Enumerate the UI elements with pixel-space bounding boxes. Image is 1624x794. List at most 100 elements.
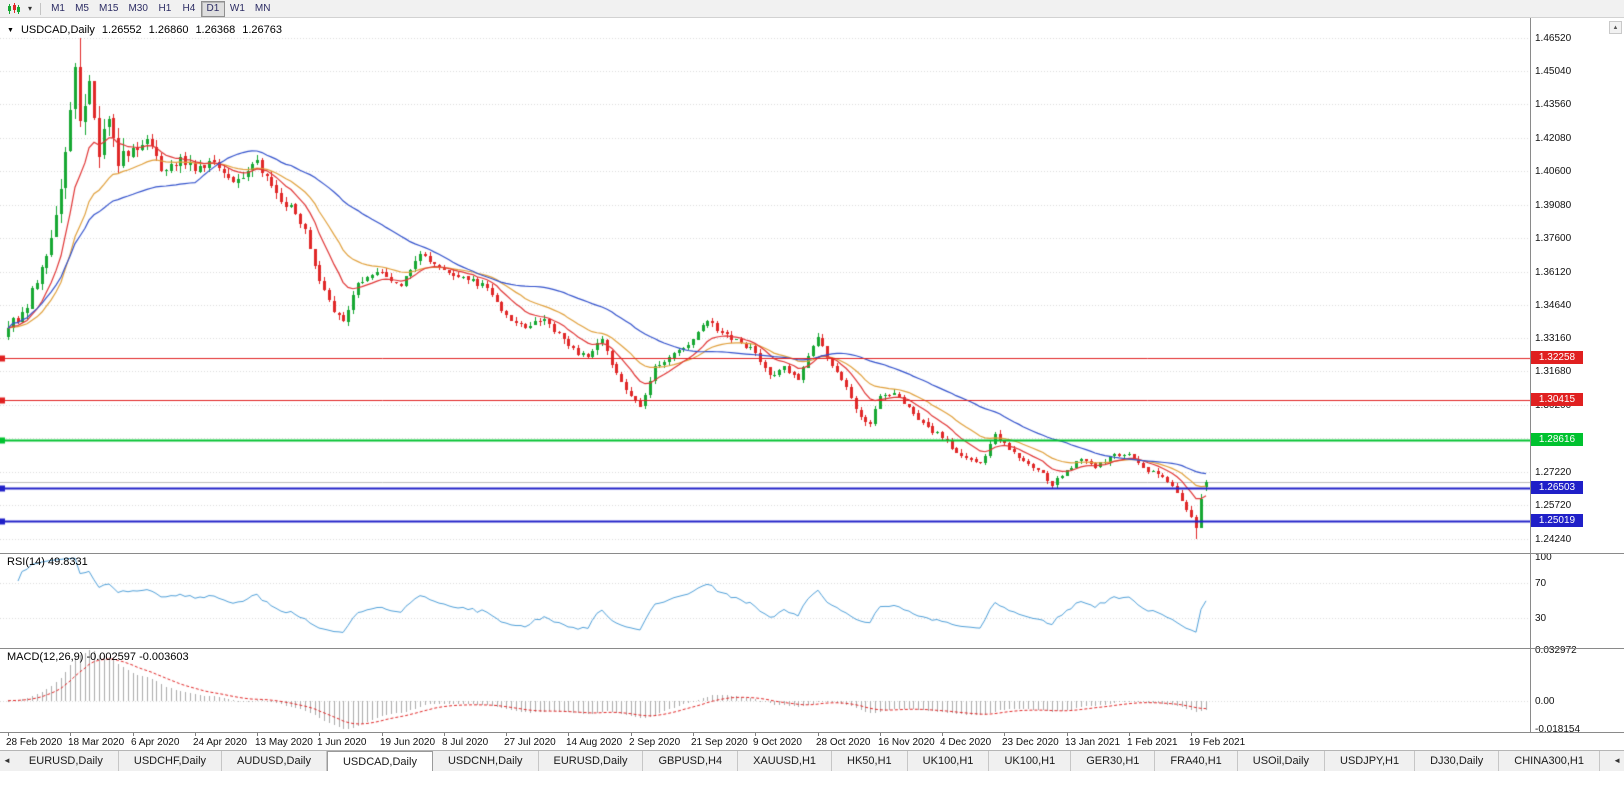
date-label: 27 Jul 2020 [504,737,556,748]
price-axis[interactable]: 1.46520 1.45040 1.43560 1.42080 1.40600 1.390… [1530,18,1624,735]
price-tick-label: 1.37600 [1535,233,1572,245]
timeframe-button-w1[interactable]: W1 [229,3,245,14]
price-tick-label: 1.27220 [1535,466,1572,478]
date-label: 9 Oct 2020 [753,737,802,748]
date-tick-mark [506,733,507,736]
price-tick-label: 1.40600 [1535,165,1572,177]
date-label: 21 Sep 2020 [691,737,748,748]
price-tick-label: 1.31680 [1535,366,1572,378]
chart-tab-eurusd-daily[interactable]: EURUSD,Daily [539,751,644,771]
date-label: 2 Sep 2020 [629,737,681,748]
date-tick-mark [319,733,320,736]
chart-tab-bar: ◄ EURUSD,Daily USDCHF,Daily AUDUSD,Daily US… [0,750,1624,771]
date-axis[interactable]: 28 Feb 2020 18 Mar 2020 6 Apr 2020 24 Apr 2… [0,732,1624,750]
rsi-level-label: 100 [1535,552,1552,563]
chart-tab-xauusd-h1[interactable]: XAUUSD,H1 [738,751,833,771]
chart-tab-audusd-daily[interactable]: AUDUSD,Daily [222,751,327,771]
macd-axis-label: 0.00 [1535,695,1555,707]
level-price-tag[interactable]: 1.28616 [1531,433,1583,447]
date-tick-mark [942,733,943,736]
candlestick-glyph [8,2,20,14]
timeframe-button-d1[interactable]: D1 [200,0,225,17]
ohlc-open-value: 1.26552 [101,24,142,36]
date-tick-mark [133,733,134,736]
chart-type-icon[interactable] [4,1,25,17]
date-label: 4 Dec 2020 [940,737,992,748]
level-price-tag[interactable]: 1.25019 [1531,514,1583,528]
date-label: 19 Feb 2021 [1189,737,1246,748]
chart-header: ▼ USDCAD,Daily 1.26552 1.26860 1.26368 1… [7,24,282,36]
pane-separator[interactable] [0,553,1624,554]
rsi-level-label: 30 [1535,612,1547,624]
date-label: 6 Apr 2020 [131,737,180,748]
date-label: 16 Nov 2020 [878,737,935,748]
chart-tab-china300-h1[interactable]: CHINA300,H1 [1499,751,1600,771]
up-arrow-icon: ▲ [1612,24,1619,31]
date-label: 24 Apr 2020 [193,737,247,748]
timeframe-button-mn[interactable]: MN [254,3,271,14]
timeframe-button-m5[interactable]: M5 [75,3,89,14]
tab-scroll-left-icon[interactable]: ◄ [3,756,11,765]
date-label: 14 Aug 2020 [566,737,623,748]
level-price-tag[interactable]: 1.26503 [1531,480,1583,494]
price-tick-label: 1.25720 [1535,500,1572,512]
price-tick-label: 1.36120 [1535,266,1572,278]
tab-scroll-right-icon[interactable]: ◄ [1610,751,1624,771]
timeframe-button-h4[interactable]: H4 [182,3,196,14]
timeframe-button-group: M1 M5 M15 M30 H1 H4 D1 W1 MN [46,0,275,17]
level-price-tag[interactable]: 1.32258 [1531,351,1583,365]
macd-indicator-label: MACD(12,26,9) -0.002597 -0.003603 [7,651,189,663]
date-tick-mark [257,733,258,736]
date-label: 13 May 2020 [255,737,313,748]
date-tick-mark [382,733,383,736]
chart-tab-ger30-h1[interactable]: GER30,H1 [1071,751,1156,771]
date-tick-mark [70,733,71,736]
ohlc-close-value: 1.26763 [242,24,282,36]
chart-dropdown-caret-icon[interactable]: ▾ [28,4,33,13]
chart-tab-eurusd-daily[interactable]: EURUSD,Daily [14,751,119,771]
chart-tabs: EURUSD,Daily USDCHF,Daily AUDUSD,Daily USDC… [14,751,1624,771]
rsi-indicator-label: RSI(14) 49.8331 [7,556,88,568]
chart-tab-usdjpy-h1[interactable]: USDJPY,H1 [1325,751,1416,771]
chart-symbol-label: USDCAD,Daily [20,24,95,36]
chart-tab-usdcad-daily[interactable]: USDCAD,Daily [326,751,433,771]
chart-tab-usdchf-daily[interactable]: USDCHF,Daily [119,751,223,771]
date-tick-mark [818,733,819,736]
chart-scroll-up-button[interactable]: ▲ [1609,21,1622,34]
ohlc-low-value: 1.26368 [195,24,236,36]
chart-tab-fra40-h1[interactable]: FRA40,H1 [1155,751,1238,771]
price-tick-label: 1.39080 [1535,200,1572,212]
date-label: 28 Oct 2020 [816,737,871,748]
date-label: 19 Jun 2020 [380,737,436,748]
date-label: 1 Feb 2021 [1127,737,1178,748]
pane-separator[interactable] [0,648,1624,649]
date-label: 18 Mar 2020 [68,737,125,748]
price-tick-label: 1.24240 [1535,533,1572,545]
date-tick-mark [1067,733,1068,736]
chart-tab-dj30-daily[interactable]: DJ30,Daily [1415,751,1500,771]
date-tick-mark [631,733,632,736]
timeframe-button-h1[interactable]: H1 [158,3,172,14]
date-tick-mark [444,733,445,736]
chart-canvas[interactable] [0,18,1530,732]
price-tick-label: 1.46520 [1535,32,1572,44]
chart-tab-usdcnh-daily[interactable]: USDCNH,Daily [433,751,539,771]
timeframe-button-m30[interactable]: M30 [128,3,148,14]
timeframe-button-m1[interactable]: M1 [51,3,65,14]
date-tick-mark [1004,733,1005,736]
timeframe-button-m15[interactable]: M15 [99,3,119,14]
chart-tab-uk100-h1[interactable]: UK100,H1 [908,751,990,771]
level-price-tag[interactable]: 1.30415 [1531,392,1583,406]
chart-tab-hk50-h1[interactable]: HK50,H1 [832,751,908,771]
date-label: 1 Jun 2020 [317,737,367,748]
chart-tab-usoil-daily[interactable]: USOil,Daily [1238,751,1325,771]
collapse-icon[interactable]: ▼ [7,26,14,34]
date-label: 23 Dec 2020 [1002,737,1059,748]
price-tick-label: 1.33160 [1535,333,1572,345]
date-tick-mark [195,733,196,736]
chart-tab-uk100-h1[interactable]: UK100,H1 [989,751,1072,771]
date-tick-mark [755,733,756,736]
chart-tab-gbpusd-h4[interactable]: GBPUSD,H4 [643,751,739,771]
macd-axis-label: 0.032972 [1535,644,1577,656]
